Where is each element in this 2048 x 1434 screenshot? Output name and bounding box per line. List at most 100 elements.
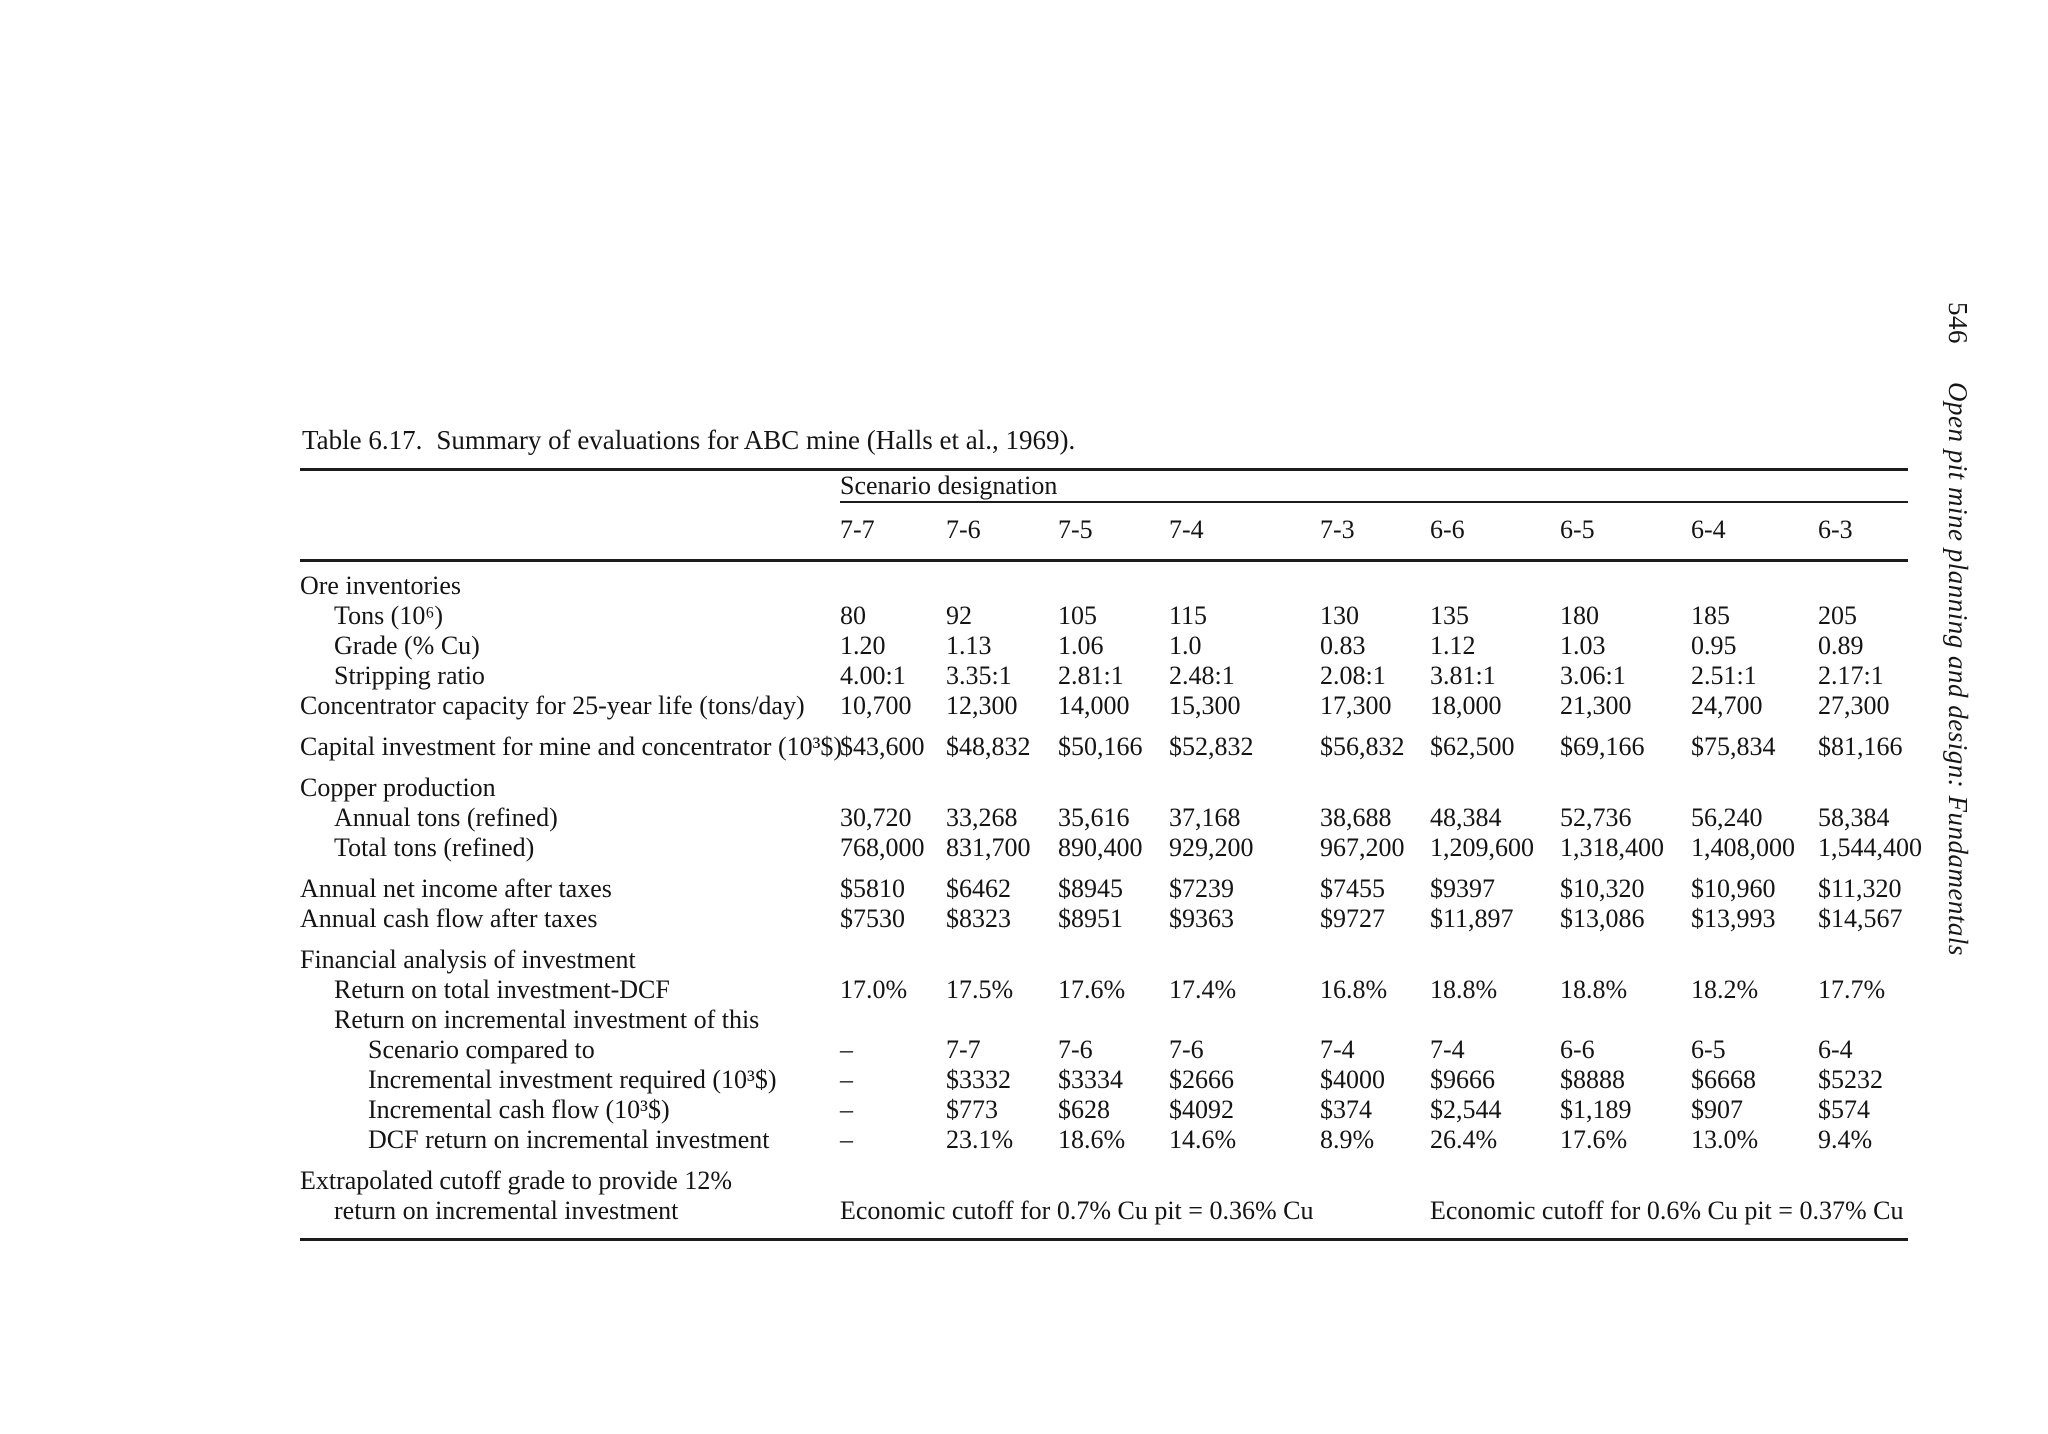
row-label: Annual cash flow after taxes	[300, 904, 598, 933]
cell-value: 12,300	[946, 691, 1018, 720]
cell-value: 2.51:1	[1691, 661, 1757, 690]
table-row: Return on total investment-DCF 17.0% 17.5%…	[300, 975, 1908, 1005]
cell-value: $11,897	[1430, 904, 1514, 933]
cell-value: $8323	[946, 904, 1011, 933]
cell-value: 105	[1058, 601, 1097, 630]
table-row: Tons (10⁶) 80 92 105 115 130 135 180 185 205	[300, 601, 1908, 631]
cell-value: 7-7	[946, 1035, 981, 1064]
cell-value: $75,834	[1691, 732, 1776, 761]
cell-value: 1,408,000	[1691, 833, 1795, 862]
cell-value: –	[840, 1035, 853, 1064]
cell-value: $69,166	[1560, 732, 1645, 761]
cell-value: $13,086	[1560, 904, 1645, 933]
empty-cells	[840, 934, 1908, 975]
cell-value: 7-4	[1320, 1035, 1355, 1064]
column-header-6-5: 6-5	[1560, 502, 1691, 562]
row-label: Capital investment for mine and concentr…	[300, 732, 843, 761]
column-header-7-5: 7-5	[1058, 502, 1169, 562]
cell-value: $4000	[1320, 1065, 1385, 1094]
cell-value: $13,993	[1691, 904, 1776, 933]
cell-value: $8951	[1058, 904, 1123, 933]
cell-value: $48,832	[946, 732, 1031, 761]
cell-value: 17.4%	[1169, 975, 1237, 1004]
cell-value: 17,300	[1320, 691, 1392, 720]
column-header-7-7: 7-7	[840, 502, 946, 562]
cell-value: 115	[1169, 601, 1208, 630]
cell-value: 3.06:1	[1560, 661, 1626, 690]
cell-value: 967,200	[1320, 833, 1405, 862]
cell-value: $56,832	[1320, 732, 1405, 761]
row-label: Tons (10⁶)	[334, 601, 444, 630]
table-row: Capital investment for mine and concentr…	[300, 721, 1908, 762]
table-caption: Table 6.17. Summary of evaluations for AB…	[302, 424, 1908, 456]
cell-value: 17.0%	[840, 975, 908, 1004]
cell-value: 8.9%	[1320, 1125, 1375, 1154]
cell-value: $43,600	[840, 732, 925, 761]
cell-value: 135	[1430, 601, 1469, 630]
cell-value: 2.48:1	[1169, 661, 1235, 690]
cutoff-note-0-7-pit: Economic cutoff for 0.7% Cu pit = 0.36% …	[840, 1196, 1430, 1241]
table-row: Annual tons (refined) 30,720 33,268 35,616 3…	[300, 803, 1908, 833]
row-label: DCF return on incremental investment	[368, 1125, 770, 1154]
cell-value: 56,240	[1691, 803, 1763, 832]
cell-value: $3334	[1058, 1065, 1123, 1094]
table-row: Total tons (refined) 768,000 831,700 890,40…	[300, 833, 1922, 863]
cell-value: 17.5%	[946, 975, 1014, 1004]
cell-value: 24,700	[1691, 691, 1763, 720]
cell-value: 14,000	[1058, 691, 1130, 720]
table-row: Ore inventories	[300, 561, 1908, 602]
row-label: Return on total investment-DCF	[334, 975, 670, 1004]
cell-value: 37,168	[1169, 803, 1241, 832]
cell-value: 58,384	[1818, 803, 1890, 832]
cell-value: $574	[1818, 1095, 1870, 1124]
cell-value: 17.6%	[1560, 1125, 1628, 1154]
empty-cells	[840, 762, 1908, 803]
cell-value: $907	[1691, 1095, 1743, 1124]
page-margin-text: 546 Open pit mine planning and design: Fu…	[1942, 302, 1973, 1102]
cell-value: 1.06	[1058, 631, 1104, 660]
row-label: Scenario compared to	[368, 1035, 595, 1064]
empty-cells	[840, 1155, 1908, 1196]
row-section-label: Copper production	[300, 773, 496, 802]
table-row: Extrapolated cutoff grade to provide 12%	[300, 1155, 1908, 1196]
cell-value: 6-5	[1691, 1035, 1726, 1064]
book-title: Open pit mine planning and design: Funda…	[1943, 382, 1973, 956]
cell-value: 10,700	[840, 691, 912, 720]
cell-value: 35,616	[1058, 803, 1130, 832]
empty-cells	[840, 1005, 1908, 1035]
cell-value: 3.35:1	[946, 661, 1012, 690]
table-row: Financial analysis of investment	[300, 934, 1908, 975]
cell-value: 27,300	[1818, 691, 1890, 720]
table-row: Incremental investment required (10³$) – $…	[300, 1065, 1908, 1095]
cell-value: –	[840, 1095, 853, 1124]
table-row: Concentrator capacity for 25-year life (…	[300, 691, 1908, 721]
cell-value: 2.81:1	[1058, 661, 1124, 690]
cell-value: 7-4	[1430, 1035, 1465, 1064]
row-label-line2: return on incremental investment	[300, 1196, 840, 1241]
row-label: Incremental investment required (10³$)	[368, 1065, 777, 1094]
cell-value: $1,189	[1560, 1095, 1632, 1124]
row-label: Grade (% Cu)	[334, 631, 480, 660]
cell-value: 38,688	[1320, 803, 1392, 832]
cell-value: $2,544	[1430, 1095, 1502, 1124]
cell-value: $8888	[1560, 1065, 1625, 1094]
table-row: return on incremental investment Economic…	[300, 1196, 1909, 1241]
cell-value: 180	[1560, 601, 1599, 630]
table-title-text: Summary of evaluations for ABC mine (Hal…	[436, 425, 1076, 455]
column-header-7-3: 7-3	[1320, 502, 1430, 562]
cell-value: $10,320	[1560, 874, 1645, 903]
cell-value: $9727	[1320, 904, 1385, 933]
table-row: Copper production	[300, 762, 1908, 803]
cell-value: 2.08:1	[1320, 661, 1386, 690]
cutoff-note-0-6-pit: Economic cutoff for 0.6% Cu pit = 0.37% …	[1430, 1196, 1909, 1241]
cell-value: $6462	[946, 874, 1011, 903]
group-header-row: Scenario designation	[300, 468, 1909, 503]
cell-value: $374	[1320, 1095, 1372, 1124]
cell-value: 17.6%	[1058, 975, 1126, 1004]
empty-cells	[840, 561, 1908, 602]
table-number: Table 6.17.	[302, 425, 423, 455]
cell-value: $9666	[1430, 1065, 1495, 1094]
table-row: DCF return on incremental investment – 23.…	[300, 1125, 1908, 1155]
cell-value: $4092	[1169, 1095, 1234, 1124]
